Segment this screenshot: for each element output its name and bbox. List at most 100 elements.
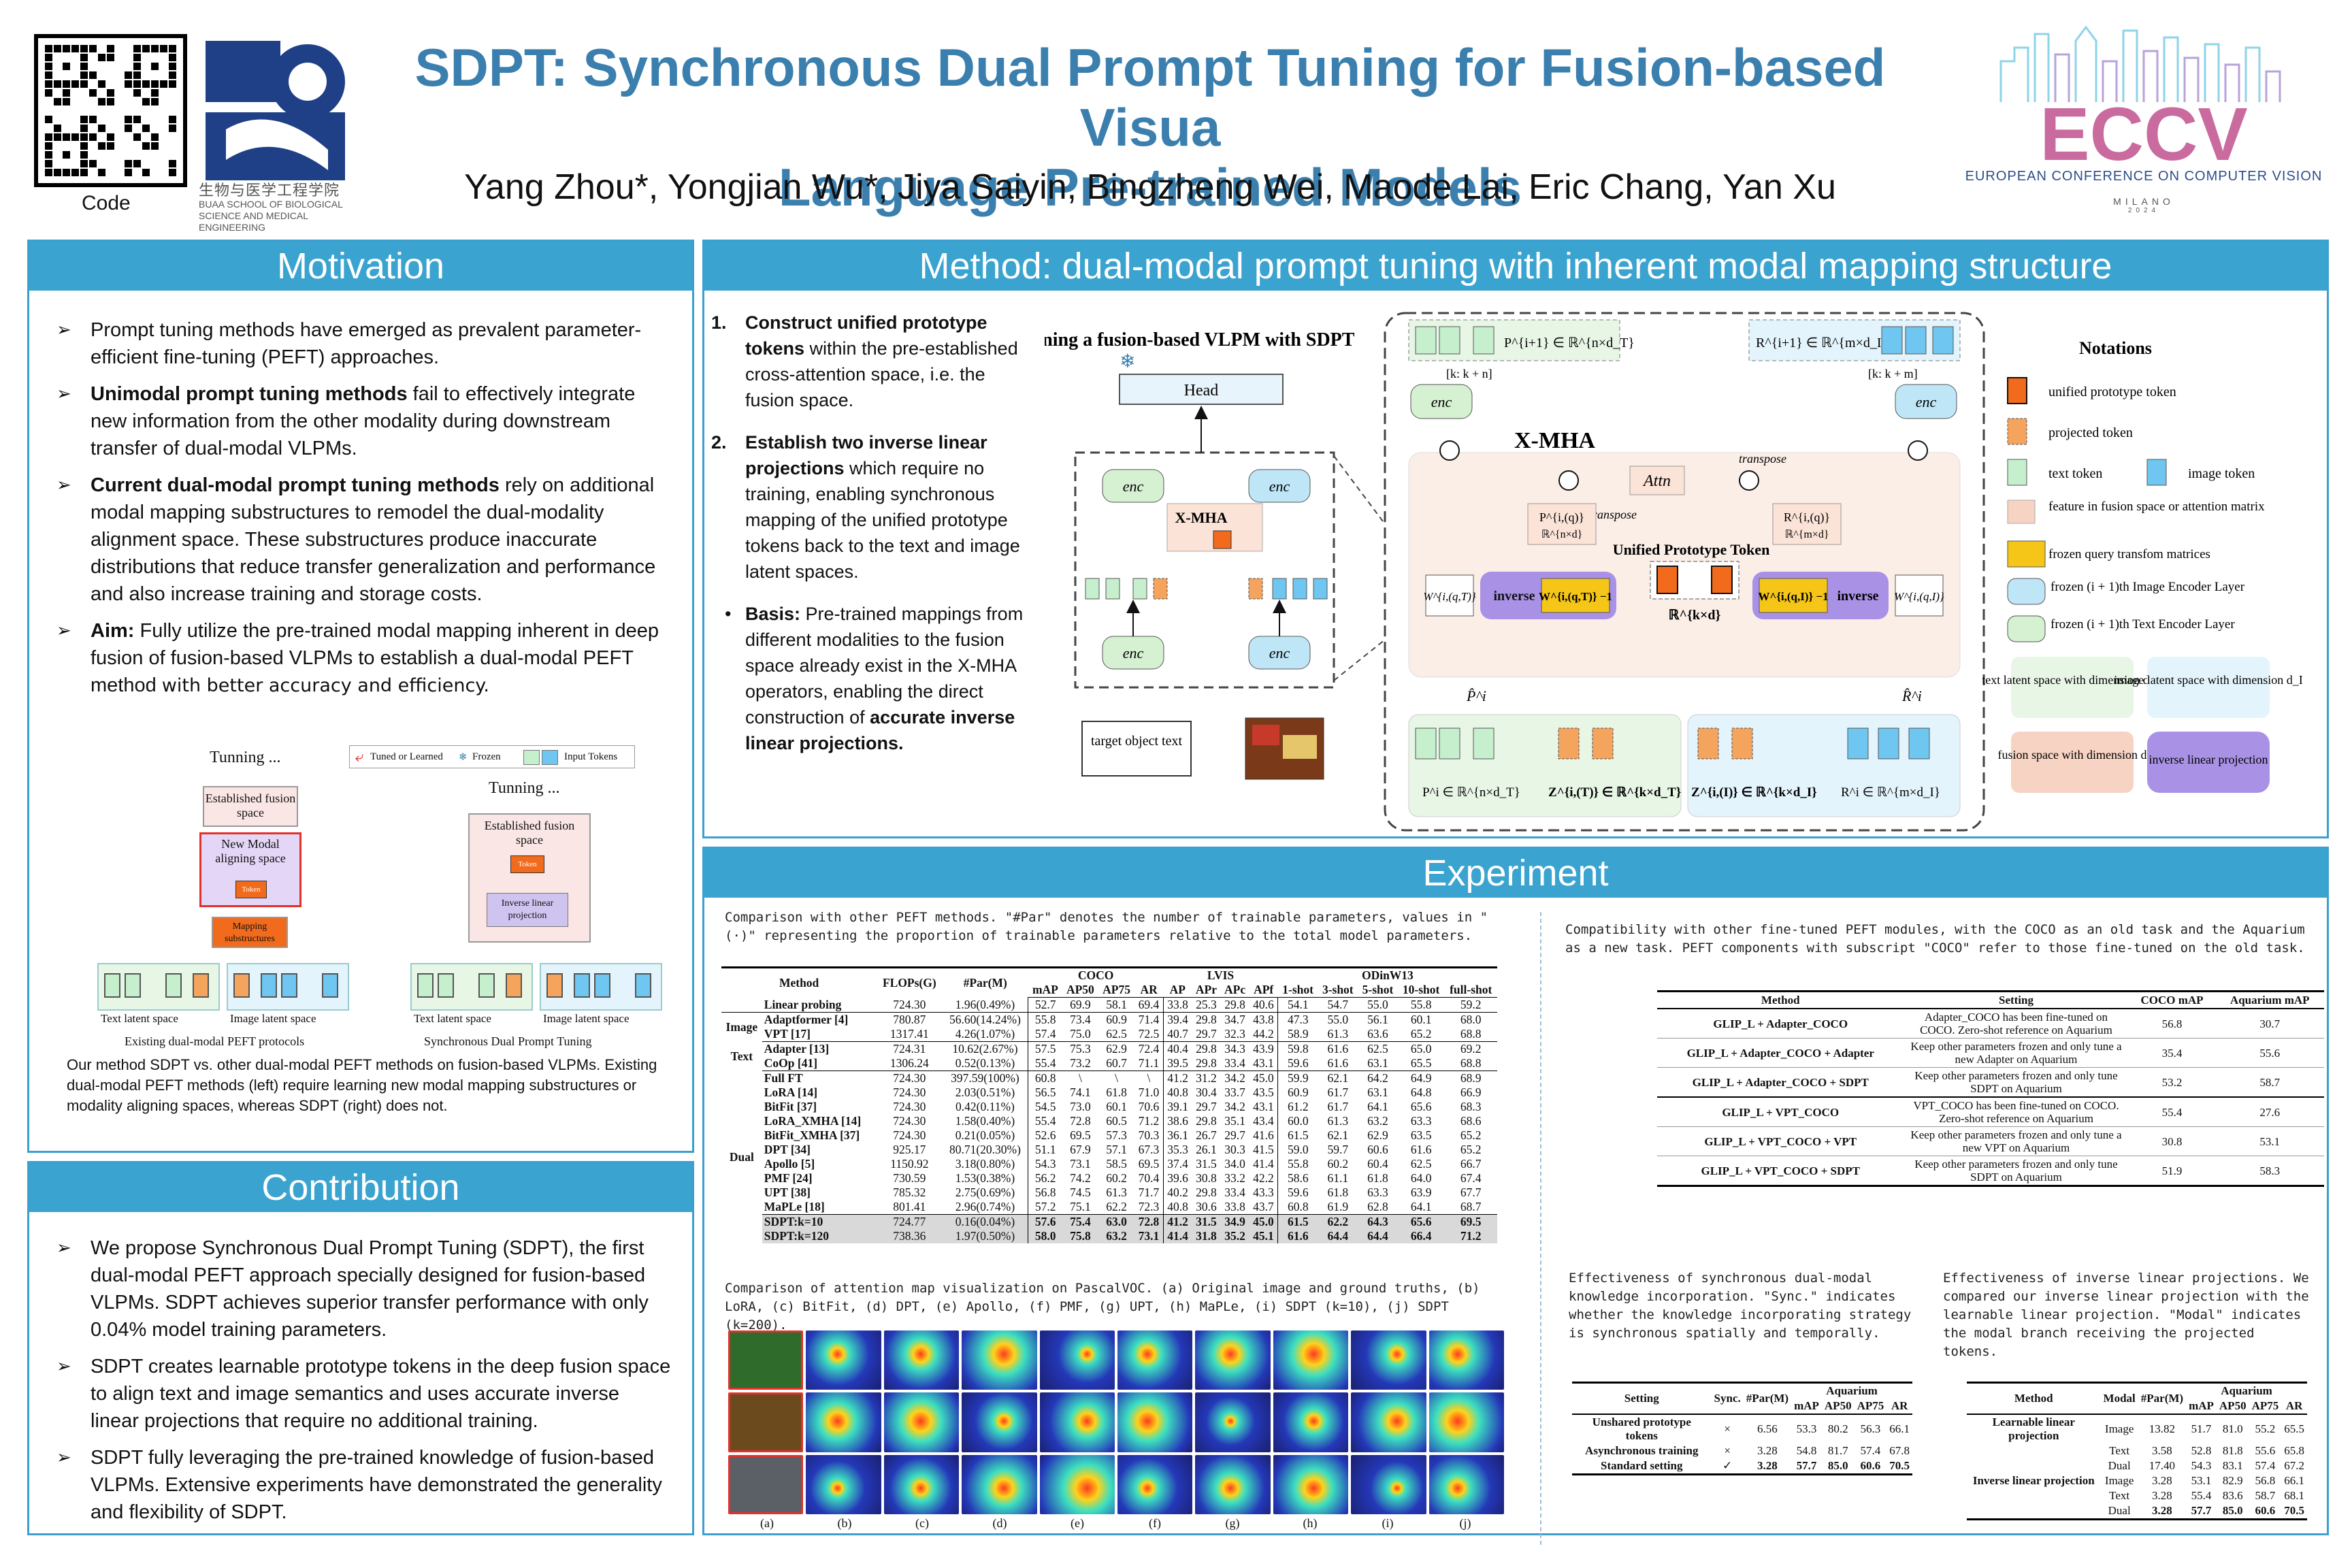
text-token-swatch — [2007, 459, 2027, 486]
table-cell: Keep other parameters frozen and only tu… — [1904, 1126, 2129, 1156]
table-cell: 30.6 — [1192, 1200, 1221, 1215]
table-cell: 39.5 — [1163, 1056, 1192, 1071]
table-cell: 724.30 — [893, 1100, 926, 1113]
table-row: DPT [34] 925.17 80.71(20.30%) 51.1 67.9 57.1 6… — [721, 1143, 1497, 1157]
svg-text:inverse: inverse — [1837, 589, 1878, 604]
table-cell: 85.0 — [1821, 1458, 1855, 1475]
table-cell: 59.0 — [1288, 1143, 1309, 1156]
table-cell: Unshared prototype tokens — [1592, 1416, 1691, 1442]
svg-text:ℝ^{k×d}: ℝ^{k×d} — [1669, 608, 1721, 623]
image-latent-space-legend — [2147, 657, 2270, 718]
table-cell: 74.1 — [1070, 1085, 1091, 1099]
table-cell: 64.2 — [1367, 1071, 1388, 1085]
table-subheader: 1-shot — [1277, 983, 1318, 998]
inverse-projection-box-right: Inverse linear projection — [487, 893, 568, 927]
table-cell: 55.0 — [1358, 997, 1398, 1013]
attention-map-thumbnail — [962, 1392, 1037, 1452]
method-name: Apollo [5] — [764, 1157, 815, 1171]
table-cell: 68.8 — [1444, 1056, 1497, 1071]
figure-legend: ⤶ Tuned or Learned ❄ Frozen Input Tokens — [349, 745, 635, 768]
table-cell: 65.8 — [2284, 1444, 2304, 1457]
table-cell: 3.58 — [2152, 1444, 2172, 1457]
svg-text:P̂^i: P̂^i — [1466, 687, 1486, 704]
table-cell: 71.7 — [1134, 1186, 1164, 1200]
table-cell: 61.2 — [1288, 1100, 1309, 1113]
table-cell: 724.31 — [893, 1042, 926, 1056]
table-cell: 71.4 — [1134, 1012, 1164, 1027]
attention-map-thumbnail — [962, 1330, 1037, 1390]
table-cell: 33.8 — [1220, 1200, 1250, 1215]
method-name: BitFit [37] — [764, 1100, 817, 1113]
qr-code[interactable] — [34, 34, 187, 187]
table-cell: Keep other parameters frozen and only tu… — [1904, 1067, 2129, 1098]
motivation-panel: Motivation Prompt tuning methods have em… — [27, 240, 694, 1153]
table-cell: 60.8 — [1034, 1071, 1056, 1085]
table-cell: 66.7 — [1460, 1157, 1482, 1171]
table-cell: 67.9 — [1070, 1143, 1091, 1156]
table-cell: 60.5 — [1106, 1114, 1127, 1128]
query-matrix-swatch — [2007, 540, 2046, 568]
attention-map-label: (j) — [1459, 1516, 1471, 1530]
method-name: LoRA [14] — [764, 1085, 818, 1099]
table-cell: GLIP_L + VPT_COCO + VPT — [1657, 1126, 1904, 1156]
table-subheader: AP75 — [1098, 983, 1135, 998]
attention-map-thumbnail — [1273, 1330, 1349, 1390]
attention-map-thumbnail — [1428, 1454, 1504, 1514]
table-cell: 83.6 — [2222, 1489, 2243, 1502]
table-row: LoRA_XMHA [14] 724.30 1.58(0.40%) 55.4 72.8 6… — [721, 1114, 1497, 1128]
table-cell: 75.1 — [1062, 1200, 1098, 1215]
table-cell: 56.5 — [1034, 1085, 1056, 1099]
table-cell: 33.7 — [1224, 1085, 1245, 1099]
xmha-title: X-MHA — [1514, 428, 1595, 453]
text-token — [417, 973, 434, 998]
row-group-label: Text — [730, 1049, 753, 1063]
projected-token — [506, 973, 522, 998]
table-cell: 61.7 — [1327, 1100, 1349, 1113]
table-cell: 68.3 — [1460, 1100, 1482, 1113]
table-cell: 32.3 — [1220, 1027, 1250, 1042]
table-cell: 40.6 — [1249, 997, 1279, 1013]
table-cell: 64.8 — [1410, 1085, 1432, 1099]
table-cell: 43.4 — [1249, 1114, 1279, 1128]
table-cell: 2.96(0.74%) — [942, 1200, 1029, 1215]
text-latent-label-left: Text latent space — [101, 1012, 178, 1025]
table-cell: 30.8 — [1196, 1171, 1217, 1185]
table-cell: 71.2 — [1444, 1229, 1497, 1243]
table-cell: 54.7 — [1318, 997, 1358, 1013]
table-cell: 53.1 — [2191, 1474, 2212, 1487]
motivation-figure-caption: Our method SDPT vs. other dual-modal PEF… — [67, 1056, 657, 1114]
table-subheader: APr — [1192, 983, 1221, 998]
table-cell: 39.4 — [1167, 1013, 1188, 1026]
table-cell: 0.52(0.13%) — [942, 1056, 1029, 1071]
r-projected-block — [1772, 503, 1842, 545]
contribution-heading: Contribution — [29, 1163, 692, 1212]
table-cell: 54.3 — [2191, 1459, 2212, 1472]
table-cell: 80.2 — [1827, 1422, 1848, 1435]
token-box-left: Token — [235, 881, 267, 898]
table-cell: 3.28 — [1757, 1444, 1778, 1457]
table-cell: 63.3 — [1410, 1114, 1432, 1128]
svg-text:transpose: transpose — [1589, 508, 1637, 521]
image-token — [281, 973, 297, 998]
table-cell: 66.9 — [1460, 1085, 1482, 1099]
table-cell: 31.8 — [1192, 1229, 1221, 1243]
notations-legend: Notations unified prototype token projec… — [1982, 338, 2303, 793]
table-row: UPT [38] 785.32 2.75(0.69%) 56.8 74.5 61.3 71.… — [721, 1186, 1497, 1200]
table-cell: 64.4 — [1318, 1229, 1358, 1243]
svg-text:frozen (i + 1)th Image Encoder: frozen (i + 1)th Image Encoder Layer — [2051, 580, 2245, 594]
table-cell: Adapter_COCO has been fine-tuned on COCO… — [1904, 1009, 2129, 1039]
table-subheader: AR — [1134, 983, 1164, 998]
table-cell: 68.1 — [2284, 1489, 2304, 1502]
table-cell: 57.3 — [1106, 1128, 1127, 1142]
table-cell: 33.4 — [1224, 1186, 1245, 1199]
poster-title: SDPT: Synchronous Dual Prompt Tuning for… — [414, 37, 1886, 217]
table-cell: 60.9 — [1288, 1085, 1309, 1099]
table-cell: Image — [2104, 1474, 2134, 1487]
attention-map-thumbnail — [728, 1330, 804, 1390]
table-cell: 0.21(0.05%) — [942, 1128, 1029, 1143]
table-cell: 72.4 — [1134, 1041, 1164, 1056]
table4-caption: Effectiveness of inverse linear projecti… — [1943, 1271, 2309, 1359]
table-cell: 33.8 — [1163, 997, 1192, 1013]
p-projected-block — [1527, 503, 1597, 545]
table-cell: 60.1 — [1410, 1013, 1432, 1026]
